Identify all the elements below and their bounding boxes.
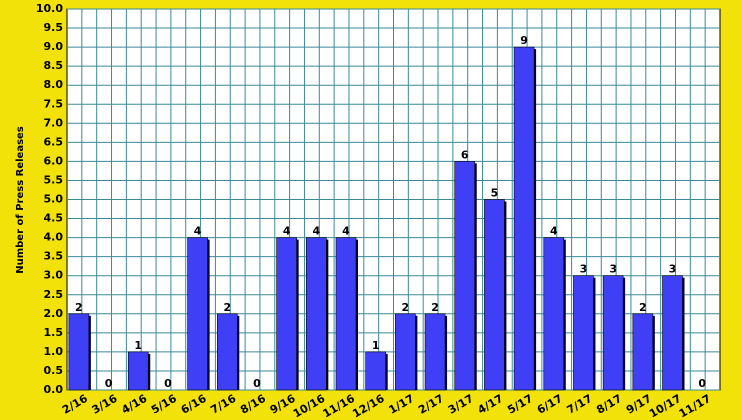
x-tick-label: 2/16 (60, 392, 90, 417)
data-label: 5 (491, 187, 499, 200)
data-label: 3 (580, 263, 588, 276)
bar (484, 199, 505, 391)
x-tick-label: 7/16 (208, 392, 238, 417)
y-tick-label: 0.0 (44, 383, 64, 396)
x-tick-label: 3/17 (446, 392, 476, 417)
y-tick-label: 2.5 (44, 288, 64, 301)
bar (395, 313, 416, 391)
data-label: 3 (669, 263, 677, 276)
y-tick-label: 3.5 (44, 250, 64, 263)
data-label: 4 (283, 225, 291, 238)
data-label: 0 (698, 377, 706, 390)
bar (335, 237, 357, 391)
bar (573, 275, 594, 391)
data-label: 9 (520, 34, 528, 47)
x-tick-label: 2/17 (416, 392, 446, 417)
x-tick-label: 4/16 (119, 392, 149, 417)
y-tick-label: 7.5 (44, 97, 64, 110)
bar (68, 313, 90, 391)
data-label: 4 (194, 225, 202, 238)
x-tick-label: 11/16 (321, 392, 358, 420)
y-tick-label: 1.0 (44, 345, 64, 358)
y-tick-label: 5.0 (44, 193, 64, 206)
y-tick-label: 5.5 (44, 173, 64, 186)
x-tick-label: 5/16 (149, 392, 179, 417)
y-tick-label: 7.0 (44, 116, 64, 129)
x-tick-label: 8/16 (238, 392, 268, 417)
bar (187, 237, 208, 391)
data-label: 1 (372, 339, 380, 352)
y-tick-label: 4.0 (44, 231, 64, 244)
data-label: 0 (253, 377, 261, 390)
data-label: 1 (134, 339, 142, 352)
data-label: 0 (105, 377, 113, 390)
y-tick-label: 2.0 (44, 307, 64, 320)
y-tick-label: 9.0 (44, 40, 64, 53)
bar (127, 351, 149, 391)
data-label: 2 (223, 301, 231, 314)
bar (276, 237, 297, 391)
data-label: 3 (609, 263, 617, 276)
bar (424, 313, 446, 391)
data-label: 4 (550, 225, 558, 238)
x-tick-label: 11/17 (677, 392, 713, 420)
y-tick-label: 3.0 (44, 269, 64, 282)
bar (365, 351, 386, 391)
y-tick-label: 6.5 (44, 135, 64, 148)
bar (662, 275, 683, 391)
y-tick-label: 1.5 (44, 326, 64, 339)
bar (602, 275, 624, 391)
data-label: 0 (164, 377, 172, 390)
bar (454, 161, 476, 391)
y-tick-label: 9.5 (44, 21, 64, 34)
x-tick-label: 1/17 (387, 392, 417, 417)
x-tick-label: 3/16 (90, 392, 120, 417)
bar (632, 313, 654, 391)
data-label: 2 (75, 301, 83, 314)
y-tick-label: 10.0 (36, 2, 63, 15)
x-tick-label: 12/16 (350, 392, 387, 420)
y-tick-label: 4.5 (44, 212, 64, 225)
x-tick-label: 4/17 (476, 392, 506, 417)
x-tick-label: 10/16 (291, 392, 328, 420)
y-tick-label: 8.5 (44, 59, 64, 72)
bar (216, 313, 238, 391)
y-tick-label: 8.0 (44, 78, 64, 91)
x-tick-label: 6/17 (535, 392, 565, 417)
bar (513, 46, 535, 391)
y-tick-label: 0.5 (44, 364, 64, 377)
data-label: 4 (312, 225, 320, 238)
data-label: 4 (342, 225, 350, 238)
data-label: 2 (639, 301, 647, 314)
y-tick-label: 6.0 (44, 154, 64, 167)
bar (543, 237, 565, 391)
y-axis-label: Number of Press Releases (15, 126, 26, 274)
x-tick-label: 5/17 (505, 392, 535, 417)
data-label: 6 (461, 148, 469, 161)
x-tick-label: 8/17 (594, 392, 624, 417)
data-label: 2 (402, 301, 410, 314)
bar (306, 237, 327, 391)
x-tick-label: 10/17 (647, 392, 683, 420)
data-label: 2 (431, 301, 439, 314)
x-tick-label: 7/17 (565, 392, 595, 417)
x-tick-label: 6/16 (179, 392, 209, 417)
